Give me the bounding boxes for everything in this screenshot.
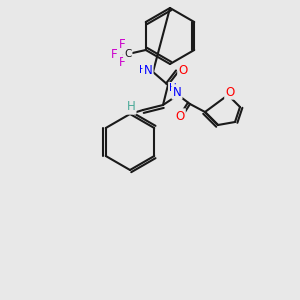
Text: O: O (178, 64, 188, 77)
Text: H: H (169, 83, 177, 93)
Text: F: F (118, 38, 125, 52)
Text: F: F (110, 47, 117, 61)
Text: H: H (127, 100, 135, 113)
Text: N: N (172, 85, 182, 98)
Text: O: O (176, 110, 184, 122)
Text: F: F (118, 56, 125, 70)
Text: N: N (144, 64, 152, 76)
Text: C: C (124, 49, 131, 59)
Text: O: O (225, 85, 235, 98)
Text: H: H (139, 65, 147, 75)
